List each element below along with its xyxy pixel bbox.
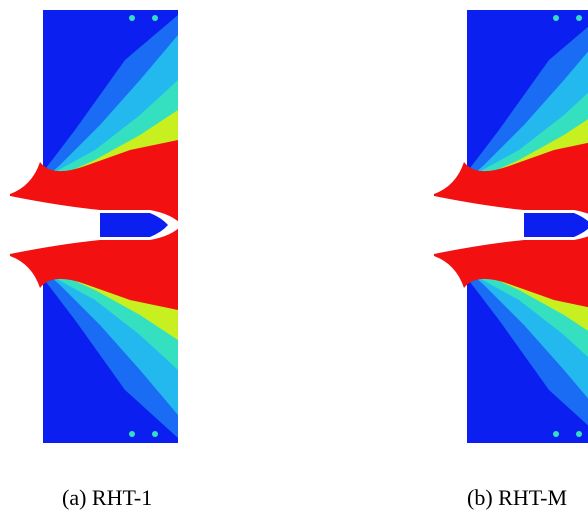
caption: (b) RHT-M bbox=[467, 485, 567, 510]
caption: (a) RHT-1 bbox=[62, 485, 152, 510]
panel-a-image bbox=[10, 10, 182, 443]
panel-b-image bbox=[434, 10, 588, 443]
